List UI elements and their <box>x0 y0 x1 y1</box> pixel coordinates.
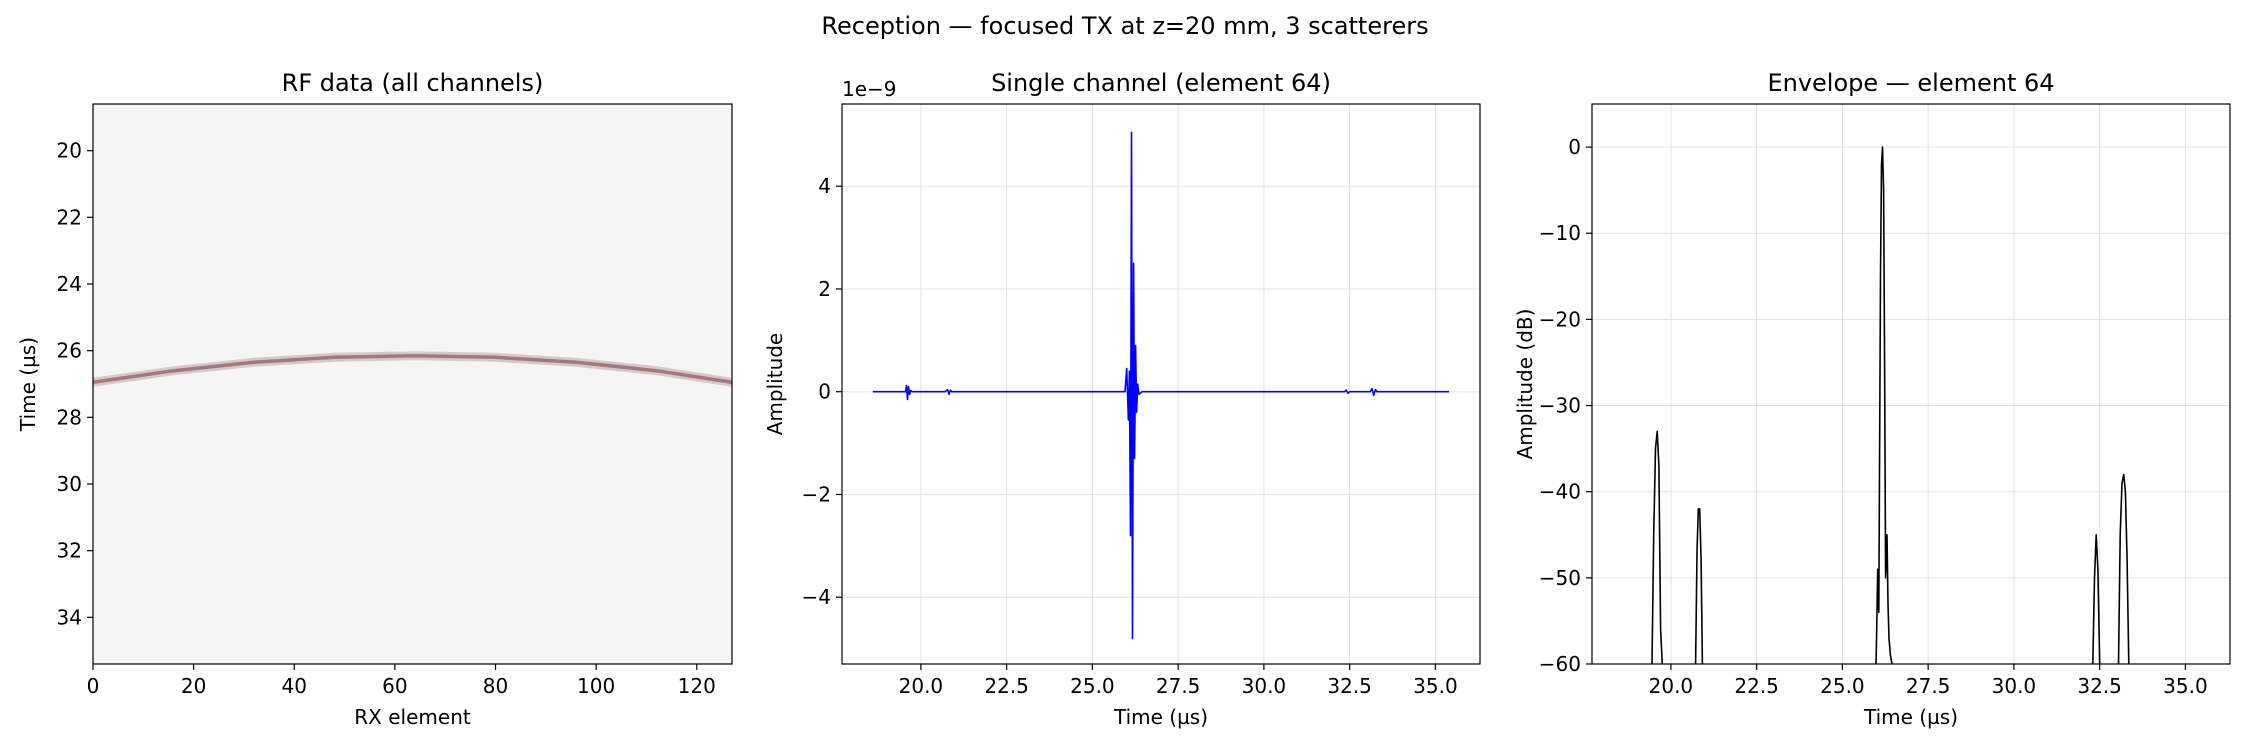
y-axis-label: Amplitude <box>763 333 787 436</box>
chart-panel-1: 0 20 40 60 80 100 120 20 22 24 26 28 30 32 34 RF data (… <box>16 69 733 729</box>
series-line-3 <box>1875 146 1893 664</box>
x-tick-label: 32.5 <box>2077 674 2122 698</box>
x-tick-label: 30.0 <box>1242 674 1287 698</box>
x-tick-label: 27.5 <box>1906 674 1951 698</box>
y-tick-label: 0 <box>1568 135 1581 159</box>
y-tick-label: 2 <box>818 277 831 301</box>
y-tick-label: 34 <box>57 605 82 629</box>
y-tick-label: 26 <box>57 339 82 363</box>
x-tick-label: 120 <box>678 674 716 698</box>
grid <box>842 104 1480 664</box>
series-line-2 <box>1694 508 1704 664</box>
plot-area <box>842 104 1480 664</box>
y-axis: −60 −50 −40 −30 −20 −10 0 <box>1539 135 1592 676</box>
data-layer <box>872 131 1450 640</box>
series-line-4 <box>2092 533 2101 664</box>
y-tick-label: 28 <box>57 405 82 429</box>
y-tick-label: −60 <box>1539 652 1581 676</box>
x-tick-label: 30.0 <box>1992 674 2037 698</box>
y-tick-label: 30 <box>57 472 82 496</box>
y-axis-label: Time (µs) <box>16 337 40 432</box>
plot-area <box>1592 104 2230 664</box>
x-axis: 0 20 40 60 80 100 120 <box>87 664 716 698</box>
x-tick-label: 35.0 <box>2163 674 2208 698</box>
axes-frame <box>841 103 1481 665</box>
y-tick-label: −30 <box>1539 394 1581 418</box>
y-axis-label: Amplitude (dB) <box>1513 309 1537 460</box>
y-axis: −4 −2 0 2 4 <box>802 174 842 609</box>
chart-title: Single channel (element 64) <box>991 69 1331 97</box>
x-tick-label: 40 <box>282 674 307 698</box>
x-axis-label: Time (µs) <box>1113 705 1208 729</box>
x-tick-label: 100 <box>577 674 615 698</box>
y-tick-label: 24 <box>57 272 82 296</box>
y-tick-label: −2 <box>802 482 831 506</box>
y-tick-label: 4 <box>818 174 831 198</box>
axes-frame <box>92 103 733 665</box>
series-line-1 <box>872 131 1450 640</box>
echo-arc <box>93 353 732 385</box>
x-tick-label: 20.0 <box>899 674 944 698</box>
y-tick-label: −40 <box>1539 480 1581 504</box>
x-tick-label: 0 <box>87 674 100 698</box>
chart-title: RF data (all channels) <box>282 69 544 97</box>
x-tick-label: 22.5 <box>984 674 1029 698</box>
x-axis-label: Time (µs) <box>1863 705 1958 729</box>
x-tick-label: 27.5 <box>1156 674 1201 698</box>
y-tick-label: 0 <box>818 380 831 404</box>
x-axis: 20.0 22.5 25.0 27.5 30.0 32.5 35.0 <box>1649 664 2208 698</box>
x-tick-label: 60 <box>382 674 407 698</box>
chart-title: Envelope — element 64 <box>1767 69 2054 97</box>
data-layer <box>1651 146 2130 664</box>
x-tick-label: 25.0 <box>1070 674 1115 698</box>
y-tick-label: 32 <box>57 539 82 563</box>
data-layer <box>93 351 732 387</box>
x-tick-label: 32.5 <box>1327 674 1372 698</box>
axes-frame <box>1591 103 2231 665</box>
figure-title: Reception — focused TX at z=20 mm, 3 sca… <box>821 12 1428 40</box>
x-axis: 20.0 22.5 25.0 27.5 30.0 32.5 35.0 <box>899 664 1458 698</box>
x-tick-label: 25.0 <box>1820 674 1865 698</box>
y-tick-label: −20 <box>1539 307 1581 331</box>
x-tick-label: 35.0 <box>1413 674 1458 698</box>
y-tick-label: −50 <box>1539 566 1581 590</box>
series-line-1 <box>1651 430 1664 664</box>
x-tick-label: 22.5 <box>1734 674 1779 698</box>
y-axis: 20 22 24 26 28 30 32 34 <box>57 139 93 629</box>
y-tick-label: −10 <box>1539 221 1581 245</box>
y-tick-label: −4 <box>802 585 831 609</box>
x-tick-label: 20 <box>181 674 206 698</box>
y-tick-label: 20 <box>57 139 82 163</box>
plot-area <box>93 104 732 664</box>
y-tick-label: 22 <box>57 205 82 229</box>
x-tick-label: 20.0 <box>1649 674 1694 698</box>
chart-panel-3: 20.0 22.5 25.0 27.5 30.0 32.5 35.0 −60 −50 −40 −30… <box>1513 69 2231 729</box>
x-axis-label: RX element <box>354 705 471 729</box>
x-tick-label: 80 <box>483 674 508 698</box>
chart-panel-2: 20.0 22.5 25.0 27.5 30.0 32.5 35.0 −4 −2 0 2 4 Singl… <box>763 69 1481 729</box>
series-line-5 <box>2117 473 2130 664</box>
y-offset-label: 1e−9 <box>842 77 897 101</box>
